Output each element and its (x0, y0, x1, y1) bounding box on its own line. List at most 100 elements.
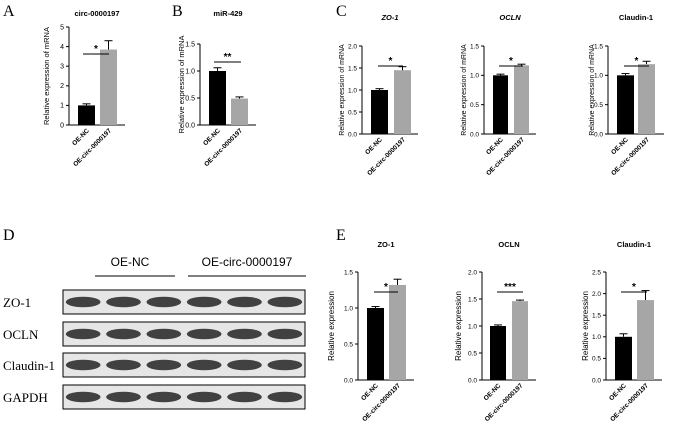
panel-letter-b: B (172, 3, 183, 20)
y-axis-label: Relative expression (327, 291, 336, 361)
y-tick-label: 2.0 (592, 291, 601, 298)
significance-marker: *** (504, 282, 516, 293)
chart-title: miR-429 (213, 9, 242, 18)
bar (490, 326, 506, 380)
y-tick-label: 0.0 (594, 131, 603, 138)
y-tick-label: 1.5 (348, 65, 357, 72)
blot-band (267, 391, 303, 403)
blot-band (65, 328, 101, 340)
blot-band (146, 391, 182, 403)
blot-band (106, 296, 141, 308)
x-tick-label: OE-circ-0000197 (72, 127, 113, 168)
blot-band (186, 359, 222, 371)
y-tick-label: 1.0 (470, 73, 479, 80)
blot-band (227, 391, 262, 403)
blot-band (186, 296, 222, 308)
bar (514, 65, 529, 134)
y-tick-label: 0.0 (348, 131, 357, 138)
y-tick-label: 0.5 (348, 109, 357, 116)
blot-group-label: OE-NC (111, 255, 150, 269)
bar (637, 300, 654, 380)
blot-row-label: GAPDH (3, 390, 48, 405)
x-tick-label: OE-NC (364, 136, 384, 156)
y-tick-label: 3 (60, 64, 64, 71)
blot-row-label: ZO-1 (3, 295, 31, 310)
chart-title: ZO-1 (380, 13, 398, 22)
y-tick-label: 1.5 (185, 41, 195, 48)
y-tick-label: 1.0 (185, 68, 195, 75)
blot-band (186, 391, 222, 403)
blot-band (65, 296, 101, 308)
y-tick-label: 2.0 (348, 43, 357, 50)
y-tick-label: 1.0 (344, 305, 353, 312)
y-tick-label: 1.0 (592, 334, 601, 341)
blot-band (227, 328, 262, 340)
y-tick-label: 1.5 (470, 43, 479, 50)
blot-band (65, 391, 101, 403)
y-tick-label: 1.0 (594, 73, 603, 80)
bar (493, 75, 508, 134)
y-tick-label: 0 (60, 122, 64, 129)
bar (615, 336, 632, 380)
chart-e3: Claudin-1 0.0 0.5 1.0 1.5 2.0 2.5 Relative expr… (581, 240, 662, 423)
bar (371, 90, 388, 134)
significance-marker: * (632, 282, 636, 293)
blot-band (106, 328, 141, 340)
x-tick-label: OE-circ-0000197 (610, 136, 651, 177)
y-tick-label: 0.0 (468, 377, 477, 384)
y-tick-label: 0.0 (185, 122, 195, 129)
chart-title: circ-0000197 (74, 9, 119, 18)
y-tick-label: 2.0 (468, 269, 477, 276)
y-tick-label: 0.5 (468, 350, 477, 357)
blot-band (267, 296, 303, 308)
y-tick-label: 0.0 (470, 131, 479, 138)
blot-strip (62, 289, 306, 315)
bar (389, 284, 406, 380)
y-axis-label: Relative expression of mRNA (42, 27, 51, 125)
blot-band (146, 328, 182, 340)
panel-letter-e: E (336, 227, 346, 244)
bar (100, 49, 117, 125)
chart-title: ZO-1 (377, 240, 394, 249)
y-tick-label: 1.5 (594, 43, 603, 50)
blot-strip (62, 352, 306, 378)
y-axis-label: Relative expression of mRNA (339, 44, 346, 136)
blot-strip (62, 321, 306, 347)
y-tick-label: 0.5 (185, 95, 195, 102)
x-tick-label: OE-NC (608, 382, 628, 402)
panel-letter-c: C (336, 3, 347, 20)
y-tick-label: 1.0 (348, 87, 357, 94)
bar (209, 71, 226, 125)
western-blot: OE-NC OE-circ-0000197 ZO-1 OCLN Claudin-1 GAP… (3, 255, 306, 410)
blot-band (106, 391, 141, 403)
y-tick-label: 1 (60, 103, 64, 110)
x-tick-label: OE-NC (360, 382, 380, 402)
bar (394, 70, 411, 134)
blot-band (267, 328, 303, 340)
chart-a: circ-0000197 0 1 2 3 4 5 Relative expression of… (42, 9, 125, 168)
x-tick-label: OE-NC (483, 382, 503, 402)
significance-marker: ** (224, 52, 232, 63)
blot-band (146, 359, 182, 371)
y-tick-label: 1.5 (468, 296, 477, 303)
y-axis-label: Relative expression of mRNA (461, 44, 468, 136)
x-tick-label: OE-circ-0000197 (485, 136, 526, 177)
bar (367, 308, 384, 380)
y-tick-label: 0.0 (592, 377, 601, 384)
significance-marker: * (389, 56, 393, 67)
blot-band (186, 328, 222, 340)
x-tick-label: OE-circ-0000197 (361, 382, 402, 423)
blot-band (106, 359, 141, 371)
y-tick-label: 0.5 (470, 102, 479, 109)
chart-e2: OCLN 0.0 0.5 1.0 1.5 2.0 Relative expression OE… (454, 240, 536, 423)
y-axis-label: Relative expression of mRNA (177, 36, 186, 134)
chart-e1: ZO-1 0.0 0.5 1.0 1.5 Relative expression OE-NC… (327, 240, 414, 423)
chart-title: Claudin-1 (619, 13, 653, 22)
y-tick-label: 0.0 (344, 377, 353, 384)
blot-band (65, 359, 101, 371)
y-axis-label: Relative expression of mRNA (589, 44, 596, 136)
